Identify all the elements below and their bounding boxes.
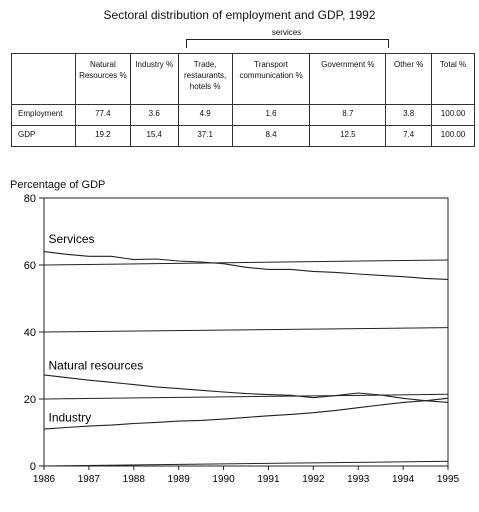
reference-line [43, 393, 449, 400]
natural-resources-label: Natural resources [48, 359, 143, 373]
table-cell: 19.2 [74, 125, 131, 147]
services-label: Services [48, 232, 94, 246]
x-tick-label: 1988 [123, 474, 146, 485]
header-total: Total % [431, 53, 475, 105]
header-government: Government % [309, 53, 387, 105]
y-tick-label: 40 [24, 327, 36, 339]
reference-line [43, 259, 449, 266]
table-cell: 37.1 [177, 125, 233, 147]
header-trade: Trade, restaurants, hotels % [177, 53, 233, 105]
row-label: GDP [11, 125, 76, 147]
y-tick-label: 80 [24, 193, 36, 205]
table-row: Employment 77.4 3.6 4.9 1.6 8.7 3.8 100.… [11, 104, 475, 126]
x-tick-label: 1986 [33, 474, 56, 485]
services-bracket [186, 39, 389, 48]
x-tick-label: 1989 [168, 474, 191, 485]
y-tick-label: 20 [24, 394, 36, 406]
x-tick-label: 1992 [302, 474, 325, 485]
header-transport: Transport communication % [231, 53, 311, 105]
x-tick-label: 1987 [78, 474, 101, 485]
reference-line [43, 327, 449, 333]
header-natural-resources: Natural Resources % [74, 53, 131, 105]
y-tick-label: 60 [24, 260, 36, 272]
services-line [43, 251, 449, 280]
table-row: GDP 19.2 15.4 37.1 8.4 12.5 7.4 100.00 [11, 125, 475, 147]
reference-line [43, 460, 449, 467]
services-group-label: services [271, 28, 302, 37]
y-tick-label: 0 [30, 461, 36, 473]
natural-resources-line [43, 374, 449, 403]
table-title: Sectoral distribution of employment and … [103, 8, 376, 22]
x-tick-label: 1994 [392, 474, 415, 485]
table-cell: 12.5 [309, 125, 387, 147]
header-blank [11, 53, 76, 105]
table-cell: 7.4 [385, 125, 433, 147]
x-tick-label: 1991 [257, 474, 280, 485]
x-tick-label: 1993 [347, 474, 370, 485]
industry-line [43, 397, 449, 430]
table-cell: 100.00 [431, 125, 475, 147]
x-tick-label: 1990 [212, 474, 235, 485]
sector-table: Natural Resources % Industry % Trade, re… [11, 53, 475, 147]
industry-label: Industry [48, 410, 91, 424]
x-tick-label: 1995 [437, 474, 460, 485]
y-axis-title: Percentage of GDP [10, 179, 106, 191]
table-header-row: Natural Resources % Industry % Trade, re… [11, 53, 475, 105]
table-cell: 8.4 [231, 125, 311, 147]
